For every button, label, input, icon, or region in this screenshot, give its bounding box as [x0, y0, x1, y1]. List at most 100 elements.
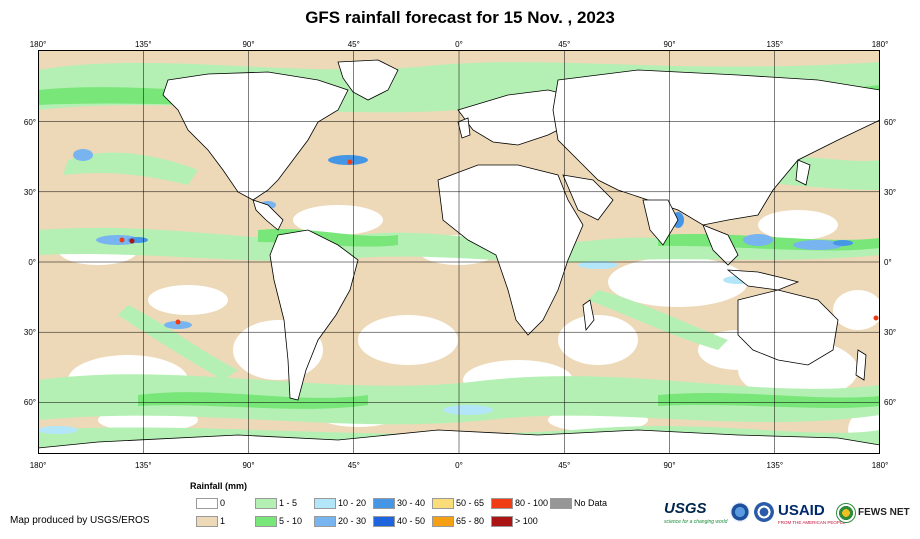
lon-tick-bottom-5: 45°	[558, 461, 571, 470]
lon-tick-top-7: 135°	[766, 40, 784, 49]
dry-zone-16	[833, 290, 880, 330]
lon-tick-top-2: 90°	[242, 40, 255, 49]
logo-strip: USGS science for a changing world USAID …	[662, 498, 918, 532]
moderate-rain-band-5	[658, 392, 880, 408]
moderate-rain-band-4	[138, 392, 368, 409]
legend-swatch	[314, 516, 336, 527]
lon-tick-bottom-1: 135°	[134, 461, 152, 470]
legend-label: 80 - 100	[515, 498, 549, 508]
heavy-rain-spot-8	[833, 240, 853, 246]
legend-swatch	[196, 516, 218, 527]
extreme-rain-spot-2	[175, 319, 181, 325]
legend-label: > 100	[515, 516, 538, 526]
lat-tick-left-3: 30°	[23, 328, 36, 338]
land-arabia	[562, 174, 614, 221]
usaid-tagline: FROM THE AMERICAN PEOPLE	[778, 520, 846, 525]
lon-tick-bottom-7: 135°	[766, 461, 784, 470]
extreme-rain-spot-0	[119, 237, 125, 243]
legend-label: 30 - 40	[397, 498, 426, 508]
dry-zone-4	[358, 315, 458, 365]
lat-tick-right-3: 30°	[884, 328, 897, 338]
heavy-rain-spot-3	[328, 155, 368, 165]
lon-tick-bottom-3: 45°	[347, 461, 360, 470]
light-rain-band-4	[118, 305, 238, 380]
dry-zone-11	[758, 210, 838, 240]
legend-swatch	[432, 498, 454, 509]
legend-label: 10 - 20	[338, 498, 367, 508]
lon-tick-bottom-0: 180°	[29, 461, 47, 470]
heavy-rain-spot-12	[38, 426, 78, 434]
lat-tick-left-0: 60°	[23, 117, 36, 127]
lon-tick-bottom-8: 180°	[871, 461, 889, 470]
lat-tick-left-1: 30°	[23, 187, 36, 197]
lat-tick-right-4: 60°	[884, 398, 897, 408]
legend-label: 65 - 80	[456, 516, 485, 526]
land-indonesia	[726, 269, 800, 291]
legend-label: 0	[220, 498, 226, 508]
legend-swatch	[491, 516, 513, 527]
legend-label: 5 - 10	[279, 516, 303, 526]
legend-swatch	[432, 516, 454, 527]
lat-tick-left-4: 60°	[23, 398, 36, 408]
usaid-seal-icon	[754, 502, 774, 522]
dry-zone-8	[148, 285, 228, 315]
extreme-rain-spot-6	[347, 159, 353, 165]
map-frame	[38, 50, 880, 454]
dry-zone-10	[293, 205, 383, 235]
legend-label: 40 - 50	[397, 516, 426, 526]
fews-net-icon	[836, 503, 856, 523]
lat-tick-left-2: 0°	[28, 258, 36, 267]
heavy-rain-spot-7	[793, 240, 843, 250]
land-north-america	[162, 71, 349, 201]
lon-tick-top-6: 90°	[663, 40, 676, 49]
map-title: GFS rainfall forecast for 15 Nov. , 2023	[305, 8, 615, 27]
legend-label: 20 - 30	[338, 516, 367, 526]
legend-swatch	[491, 498, 513, 509]
heavy-rain-spot-14	[443, 405, 493, 415]
legend-swatch	[255, 516, 277, 527]
land-central-america	[252, 199, 284, 231]
legend-label: 50 - 65	[456, 498, 485, 508]
heavy-rain-spot-2	[164, 321, 192, 329]
credit-text: Map produced by USGS/EROS	[10, 515, 150, 526]
heavy-rain-spot-9	[578, 261, 618, 269]
light-rain-band-5	[588, 290, 728, 350]
dry-zone-6	[558, 315, 638, 365]
land-greenland	[337, 59, 399, 101]
lat-tick-right-0: 60°	[884, 117, 897, 127]
legend-label: 1 - 5	[279, 498, 298, 508]
lon-tick-top-5: 45°	[558, 40, 571, 49]
lon-tick-top-0: 180°	[29, 40, 47, 49]
legend-label: No Data	[574, 498, 608, 508]
lon-tick-top-4: 0°	[455, 40, 463, 49]
land-asia	[552, 69, 880, 226]
land-new-zealand	[855, 349, 867, 381]
lon-tick-top-8: 180°	[871, 40, 889, 49]
heavy-rain-spot-11	[73, 149, 93, 161]
lon-tick-bottom-6: 90°	[663, 461, 676, 470]
lat-tick-right-1: 30°	[884, 187, 897, 197]
noaa-seal-icon	[730, 502, 750, 522]
rainfall-map	[38, 50, 880, 454]
land-uk	[457, 117, 471, 139]
usgs-logo: USGS	[664, 500, 707, 517]
lon-tick-bottom-4: 0°	[455, 461, 463, 470]
extreme-rain-spot-1	[129, 238, 135, 244]
legend-swatch	[255, 498, 277, 509]
heavy-rain-spot-6	[743, 234, 773, 246]
dry-zone-0	[608, 257, 748, 307]
land-south-america	[269, 229, 359, 401]
usaid-logo: USAID	[778, 502, 825, 519]
light-rain-band-6	[63, 152, 198, 185]
legend-title: Rainfall (mm)	[190, 481, 248, 491]
lat-tick-right-2: 0°	[884, 258, 892, 267]
legend-swatch	[314, 498, 336, 509]
legend-swatch	[373, 498, 395, 509]
land-southeast-asia	[702, 224, 739, 266]
usgs-tagline: science for a changing world	[664, 519, 728, 525]
lon-tick-top-3: 45°	[347, 40, 360, 49]
land-africa	[437, 164, 584, 336]
fews-net-logo: FEWS NET	[858, 507, 910, 518]
legend-swatch	[196, 498, 218, 509]
heavy-rain-spot-0	[96, 235, 140, 245]
